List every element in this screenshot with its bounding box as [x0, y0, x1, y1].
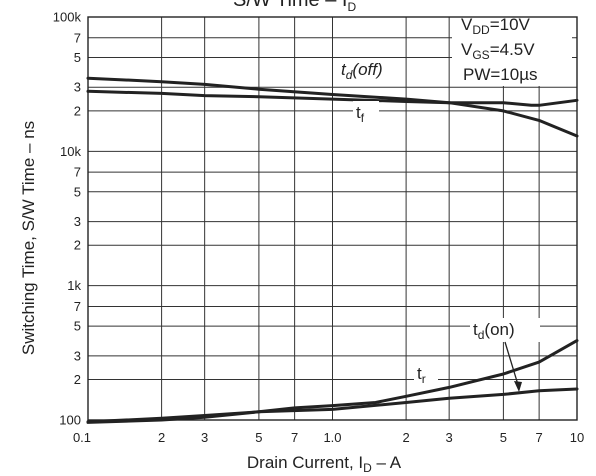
- x-tick-label: 3: [446, 430, 453, 445]
- x-tick-label: 3: [201, 430, 208, 445]
- condition-vdd: VDD=10V: [461, 15, 531, 37]
- x-tick-label: 1.0: [323, 430, 341, 445]
- label-tf: tf: [356, 103, 365, 125]
- condition-vgs: VGS=4.5V: [461, 40, 535, 62]
- chart-title: S/W Time – ID: [233, 0, 356, 14]
- label-bg-tdon: [470, 318, 540, 342]
- series-line-td-off-: [86, 76, 579, 138]
- label-tr: tr: [417, 364, 426, 386]
- x-tick-label: 2: [402, 430, 409, 445]
- y-tick-label: 5: [74, 50, 81, 65]
- y-tick-label: 2: [74, 103, 81, 118]
- series-line-tr: [86, 339, 579, 424]
- y-tick-label: 10k: [60, 144, 81, 159]
- x-tick-label: 7: [536, 430, 543, 445]
- y-tick-label: 100k: [53, 10, 82, 25]
- series-lines: [86, 76, 579, 424]
- x-tick-label: 7: [291, 430, 298, 445]
- condition-pw: PW=10µs: [463, 65, 538, 84]
- y-axis-label: Switching Time, S/W Time – ns: [19, 121, 38, 355]
- label-bg-tf: [353, 101, 379, 123]
- leader-arrowhead-td-on: [514, 381, 522, 392]
- x-tick-label: 2: [158, 430, 165, 445]
- leader-line-td-on: [504, 341, 520, 389]
- x-tick-label: 5: [255, 430, 262, 445]
- y-tick-label: 5: [74, 184, 81, 199]
- tick-labels: 0.1 2 3 5 7 1.0 2 3 5 7 10 100 2 3 5 7 1k 2 3 5 7 10k 2 3 5 7 100k: [53, 10, 584, 446]
- y-tick-label: 3: [74, 348, 81, 363]
- conditions-box: [452, 11, 572, 86]
- x-axis-label: Drain Current, ID – A: [247, 453, 402, 475]
- y-tick-label: 7: [74, 299, 81, 314]
- label-bg-tdoff: [338, 58, 402, 82]
- x-tick-label: 0.1: [73, 430, 91, 445]
- x-tick-label: 5: [500, 430, 507, 445]
- y-tick-label: 2: [74, 372, 81, 387]
- y-tick-label: 3: [74, 80, 81, 95]
- y-tick-label: 7: [74, 30, 81, 45]
- y-tick-label: 3: [74, 214, 81, 229]
- plot-frame: [87, 16, 578, 421]
- y-tick-label: 1k: [67, 278, 81, 293]
- y-tick-label: 5: [74, 319, 81, 334]
- y-tick-label: 100: [59, 413, 81, 428]
- x-tick-label: 10: [570, 430, 584, 445]
- y-tick-label: 7: [74, 165, 81, 180]
- label-td-on: td(on): [473, 320, 515, 342]
- label-td-off: td(off): [341, 60, 383, 82]
- series-line-td-on-: [86, 387, 579, 424]
- y-tick-label: 2: [74, 238, 81, 253]
- series-line-tf: [86, 89, 579, 107]
- label-bg-tr: [414, 363, 438, 385]
